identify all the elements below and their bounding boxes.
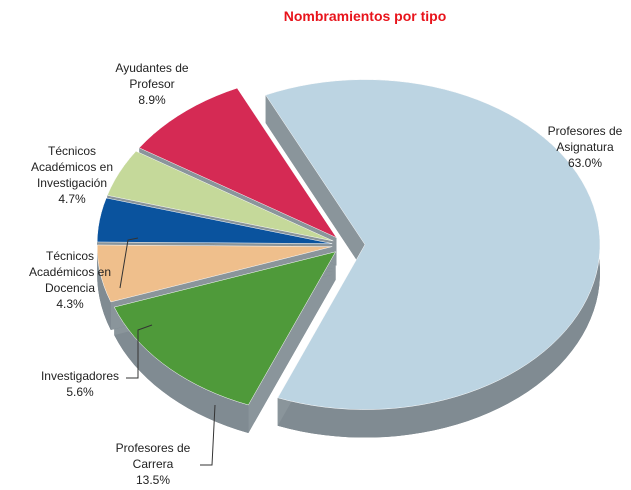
slice-label: Profesores de Asignatura 63.0%	[537, 123, 631, 171]
slice-wall	[114, 307, 249, 433]
chart-title: Nombramientos por tipo	[283, 8, 447, 24]
leader-lines	[119, 237, 216, 466]
label-value: 8.9%	[138, 93, 166, 107]
slice-label: Profesores de Carrera 13.5%	[105, 440, 201, 488]
label-value: 63.0%	[567, 156, 603, 170]
slice-label: Investigadores 5.6%	[32, 368, 128, 400]
slice-label: Técnicos Académicos en Docencia 4.3%	[22, 248, 118, 312]
label-value: 13.5%	[135, 473, 171, 487]
slice	[96, 244, 333, 303]
label-name: Técnicos Académicos en Investigación	[30, 144, 114, 190]
label-value: 4.3%	[56, 297, 84, 311]
label-name: Técnicos Académicos en Docencia	[28, 249, 112, 295]
slice-wall	[97, 244, 111, 330]
label-name: Ayudantes de Profesor	[115, 61, 189, 91]
slice	[113, 251, 337, 406]
slice	[265, 79, 601, 410]
leader-line	[119, 237, 139, 289]
label-name: Investigadores	[40, 369, 120, 383]
leader-line	[126, 324, 153, 379]
label-value: 4.7%	[58, 192, 86, 206]
leader-line	[200, 404, 216, 466]
label-name: Profesores de Carrera	[115, 441, 191, 471]
slice-cut	[265, 95, 365, 273]
slice-cut	[248, 251, 336, 433]
slices	[96, 79, 601, 410]
slice-label: Ayudantes de Profesor 8.9%	[104, 60, 200, 108]
slice	[106, 150, 334, 242]
slice	[138, 87, 338, 239]
label-name: Profesores de Asignatura	[547, 124, 623, 154]
slice-label: Técnicos Académicos en Investigación 4.7%	[24, 143, 120, 207]
slice	[96, 197, 333, 244]
label-value: 5.6%	[66, 385, 94, 399]
